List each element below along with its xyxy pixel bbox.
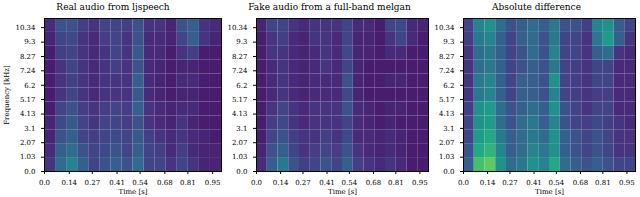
html-text:Real audio from ljspeech: Real audio from ljspeech: [56, 2, 170, 12]
svg-text:10.34: 10.34: [15, 24, 36, 32]
svg-text:7.24: 7.24: [439, 67, 455, 75]
svg-text:9.3: 9.3: [443, 38, 454, 46]
svg-text:Frequency [kHz]: Frequency [kHz]: [3, 65, 11, 125]
svg-text:4.13: 4.13: [439, 110, 455, 118]
svg-text:0.14: 0.14: [273, 179, 289, 187]
svg-text:0.68: 0.68: [573, 179, 589, 187]
svg-text:0.54: 0.54: [132, 179, 148, 187]
svg-text:0.81: 0.81: [388, 179, 404, 187]
svg-text:2.07: 2.07: [232, 139, 248, 147]
svg-text:0.68: 0.68: [366, 179, 382, 187]
svg-text:8.27: 8.27: [439, 53, 455, 61]
svg-text:0.95: 0.95: [205, 179, 221, 187]
svg-text:9.3: 9.3: [236, 38, 247, 46]
svg-text:5.17: 5.17: [439, 96, 455, 104]
svg-text:7.24: 7.24: [20, 67, 36, 75]
svg-text:2.07: 2.07: [20, 139, 36, 147]
svg-text:0.81: 0.81: [595, 179, 611, 187]
svg-text:5.17: 5.17: [20, 96, 36, 104]
svg-text:10.34: 10.34: [434, 24, 455, 32]
svg-text:Time [s]: Time [s]: [535, 188, 564, 196]
svg-text:8.27: 8.27: [232, 53, 248, 61]
svg-text:0.14: 0.14: [61, 179, 77, 187]
svg-text:0.27: 0.27: [502, 179, 518, 187]
svg-text:6.2: 6.2: [443, 82, 454, 90]
svg-text:3.1: 3.1: [443, 125, 454, 133]
svg-text:4.13: 4.13: [232, 110, 248, 118]
svg-text:0.41: 0.41: [319, 179, 335, 187]
svg-text:7.24: 7.24: [232, 67, 248, 75]
svg-text:10.34: 10.34: [227, 24, 248, 32]
svg-text:0.54: 0.54: [549, 179, 565, 187]
svg-text:0.27: 0.27: [295, 179, 311, 187]
svg-text:0.95: 0.95: [619, 179, 635, 187]
svg-text:0.14: 0.14: [480, 179, 496, 187]
svg-text:6.2: 6.2: [24, 82, 35, 90]
svg-text:1.03: 1.03: [439, 153, 455, 161]
svg-text:2.07: 2.07: [439, 139, 455, 147]
svg-text:0.54: 0.54: [342, 179, 358, 187]
svg-text:0.0: 0.0: [458, 179, 469, 187]
svg-text:6.2: 6.2: [236, 82, 247, 90]
svg-text:8.27: 8.27: [20, 53, 36, 61]
svg-text:0.0: 0.0: [24, 168, 35, 176]
html-text:Absolute difference: Absolute difference: [492, 2, 581, 12]
svg-text:1.03: 1.03: [232, 153, 248, 161]
svg-text:0.41: 0.41: [109, 179, 125, 187]
svg-text:9.3: 9.3: [24, 38, 35, 46]
svg-text:0.81: 0.81: [180, 179, 196, 187]
svg-text:0.41: 0.41: [526, 179, 542, 187]
svg-text:0.0: 0.0: [443, 168, 454, 176]
svg-text:0.0: 0.0: [251, 179, 262, 187]
svg-text:3.1: 3.1: [24, 125, 35, 133]
html-text:Fake audio from a full-band me: Fake audio from a full-band melgan: [248, 2, 411, 12]
svg-text:0.95: 0.95: [412, 179, 428, 187]
svg-text:3.1: 3.1: [236, 125, 247, 133]
svg-text:Time [s]: Time [s]: [119, 188, 148, 196]
svg-text:0.68: 0.68: [157, 179, 173, 187]
svg-text:0.0: 0.0: [39, 179, 50, 187]
svg-text:0.0: 0.0: [236, 168, 247, 176]
svg-text:1.03: 1.03: [20, 153, 36, 161]
svg-text:5.17: 5.17: [232, 96, 248, 104]
svg-text:4.13: 4.13: [20, 110, 36, 118]
svg-text:Time [s]: Time [s]: [328, 188, 357, 196]
svg-text:0.27: 0.27: [84, 179, 100, 187]
